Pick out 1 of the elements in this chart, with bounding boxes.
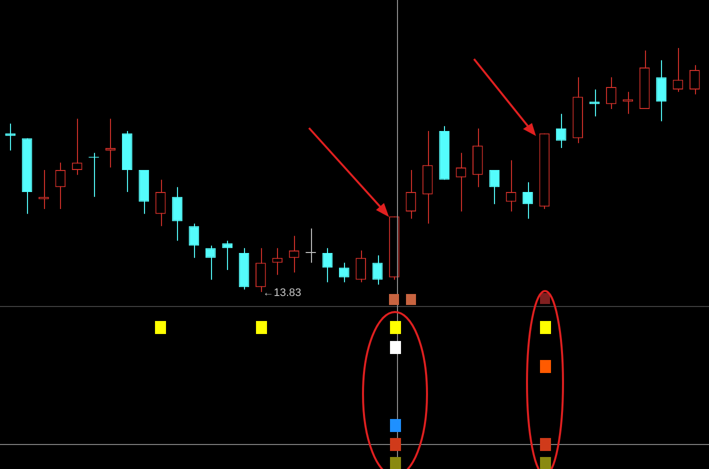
annotation: ←13.83 bbox=[262, 287, 302, 300]
